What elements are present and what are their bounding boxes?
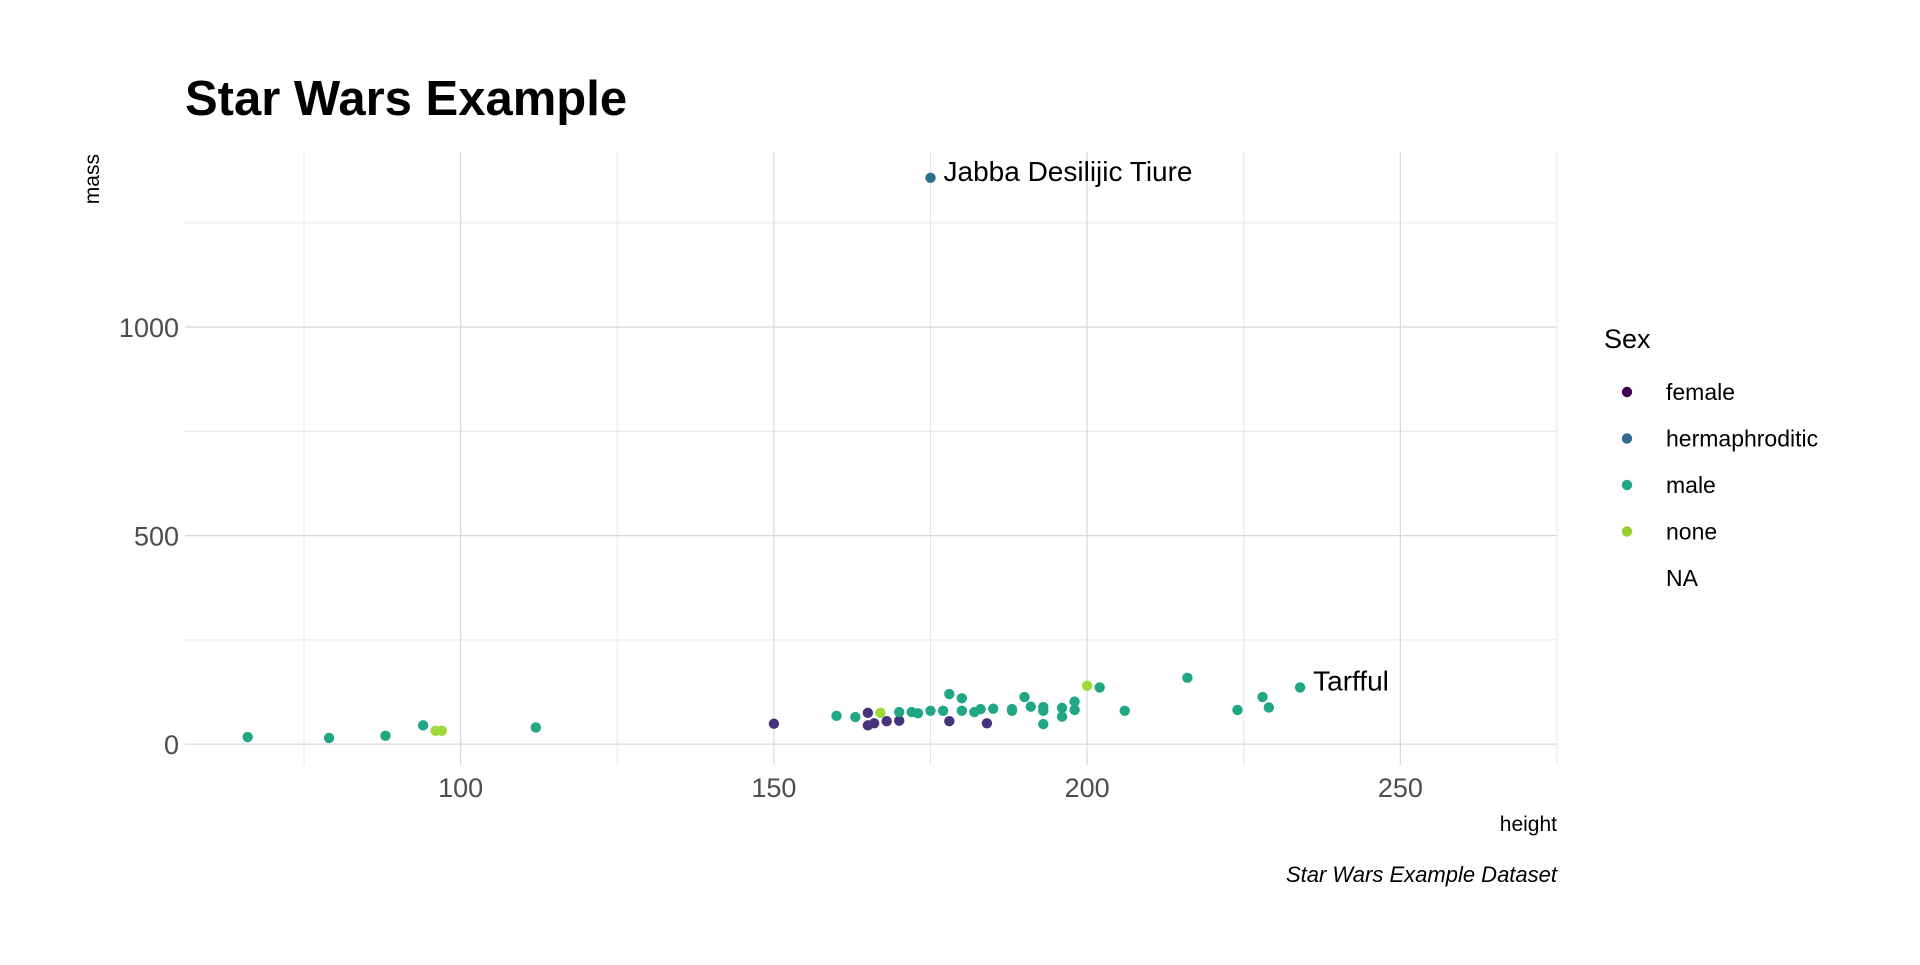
data-point-male [1056, 702, 1068, 714]
data-point-male [530, 722, 542, 733]
data-point-male [831, 710, 842, 721]
data-point-male [893, 706, 905, 718]
data-point-male [1019, 691, 1030, 703]
data-point-female [768, 718, 780, 729]
chart-title: Star Wars Example [185, 72, 627, 126]
data-point-male [380, 730, 391, 742]
data-point-male [987, 703, 999, 714]
y-tick-label: 1000 [119, 313, 179, 343]
x-axis-title: height [1500, 813, 1557, 836]
data-point-male [1263, 702, 1275, 713]
legend-label-hermaphroditic: hermaphroditic [1666, 426, 1818, 452]
data-point-male [1038, 718, 1049, 730]
point-annotation: Jabba Desilijic Tiure [944, 156, 1193, 187]
data-point-male [1056, 711, 1068, 722]
data-point-male [1038, 705, 1049, 716]
point-annotation: Tarfful [1313, 665, 1389, 696]
data-point-male [242, 731, 253, 743]
axis-ticks: 100 150 200 250 0 500 1000 [119, 313, 1423, 803]
y-tick-label: 500 [134, 522, 179, 552]
data-point-male [944, 688, 955, 700]
x-tick-label: 150 [751, 773, 796, 803]
legend-key-hermaphroditic [1621, 433, 1633, 444]
data-point-female [862, 707, 874, 719]
data-point-male [912, 708, 924, 719]
y-axis-title: mass [81, 154, 104, 204]
x-tick-label: 250 [1378, 773, 1423, 803]
data-point-male [1182, 672, 1193, 684]
data-point-female [981, 718, 993, 729]
data-point-male [850, 711, 861, 723]
data-point-male [1294, 682, 1306, 693]
data-point-female [868, 718, 880, 729]
data-point-male [1232, 704, 1243, 716]
legend-label-female: female [1666, 379, 1735, 405]
legend-label-male: male [1666, 472, 1716, 498]
data-point-male [1006, 705, 1018, 716]
x-tick-label: 100 [438, 773, 483, 803]
annotations: Jabba Desilijic Tiure Tarfful [944, 156, 1389, 697]
data-point-male [956, 705, 968, 716]
data-point-female [881, 716, 892, 727]
data-point-male [937, 705, 949, 716]
data-point-male [1069, 704, 1080, 716]
legend-label-NA: NA [1666, 565, 1699, 591]
data-point-male [1094, 682, 1105, 693]
legend: Sex female hermaphroditic male none NA [1604, 324, 1818, 591]
grid [185, 152, 1558, 765]
data-point-male [975, 703, 986, 715]
data-point-male [1257, 691, 1268, 703]
legend-key-none [1621, 526, 1633, 537]
data-point-male [323, 732, 335, 744]
data-point-female [944, 716, 955, 727]
data-point-hermaphroditic [925, 172, 936, 184]
chart-caption: Star Wars Example Dataset [1286, 862, 1558, 887]
data-point-male [1119, 705, 1130, 716]
data-point-none [875, 707, 886, 719]
data-points [242, 172, 1306, 744]
y-tick-label: 0 [164, 730, 179, 760]
data-point-none [436, 725, 448, 737]
data-point-male [417, 720, 429, 731]
legend-key-male [1621, 479, 1633, 491]
legend-label-none: none [1666, 519, 1717, 545]
x-tick-label: 200 [1065, 773, 1110, 803]
legend-key-female [1621, 386, 1633, 398]
data-point-male [925, 705, 936, 716]
data-point-female [893, 715, 905, 726]
data-point-male [1069, 696, 1080, 707]
data-point-male [956, 693, 968, 704]
data-point-none [1081, 680, 1093, 691]
data-point-male [1025, 701, 1036, 712]
legend-title: Sex [1604, 324, 1651, 354]
